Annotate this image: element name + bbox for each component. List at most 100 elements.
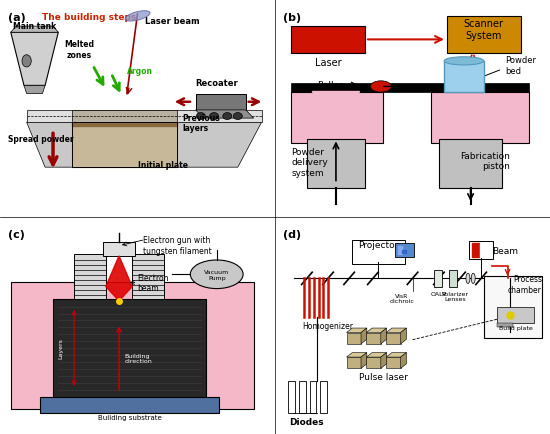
Polygon shape	[72, 123, 177, 127]
Circle shape	[196, 113, 205, 120]
Polygon shape	[11, 33, 58, 86]
Bar	[40, 397, 219, 413]
Text: Spread powder: Spread powder	[8, 135, 74, 144]
FancyBboxPatch shape	[469, 241, 493, 260]
Bar	[431, 92, 529, 143]
Polygon shape	[72, 127, 177, 130]
Polygon shape	[381, 353, 387, 368]
Polygon shape	[196, 111, 254, 119]
Polygon shape	[72, 164, 177, 168]
Bar	[444, 62, 484, 92]
FancyBboxPatch shape	[447, 17, 521, 53]
Polygon shape	[472, 243, 480, 257]
Text: Previous
layers: Previous layers	[183, 114, 220, 133]
FancyBboxPatch shape	[395, 243, 414, 257]
Ellipse shape	[22, 56, 31, 68]
Polygon shape	[398, 246, 402, 254]
Polygon shape	[386, 353, 406, 357]
Polygon shape	[480, 243, 491, 257]
Polygon shape	[386, 357, 400, 368]
Polygon shape	[72, 160, 177, 164]
Text: Homogenizer: Homogenizer	[302, 322, 354, 331]
Polygon shape	[497, 324, 513, 328]
Polygon shape	[400, 328, 406, 344]
Polygon shape	[72, 145, 177, 149]
Bar	[299, 381, 306, 413]
Text: Melted
zones: Melted zones	[64, 40, 95, 59]
Polygon shape	[366, 357, 381, 368]
Text: Scanner
System: Scanner System	[464, 19, 504, 40]
Text: OALV: OALV	[431, 291, 447, 296]
Polygon shape	[386, 333, 400, 344]
Polygon shape	[196, 94, 246, 111]
Ellipse shape	[370, 82, 392, 93]
Ellipse shape	[444, 58, 484, 66]
Text: Process
chamber: Process chamber	[508, 275, 542, 294]
Text: The building steps: The building steps	[42, 13, 137, 22]
Polygon shape	[361, 328, 367, 344]
Ellipse shape	[190, 260, 243, 289]
Bar	[307, 139, 365, 188]
Circle shape	[223, 113, 232, 120]
Bar	[291, 84, 529, 92]
Polygon shape	[346, 328, 367, 333]
Polygon shape	[312, 92, 360, 117]
Text: Projector: Projector	[358, 240, 398, 249]
Circle shape	[233, 113, 243, 120]
Polygon shape	[366, 333, 381, 344]
Text: Vacuum
Pump: Vacuum Pump	[204, 269, 229, 280]
Text: (d): (d)	[283, 230, 301, 240]
Polygon shape	[24, 86, 45, 94]
Text: Initial plate: Initial plate	[138, 161, 188, 170]
Text: Powder
bed: Powder bed	[505, 56, 536, 76]
Polygon shape	[11, 27, 58, 33]
Polygon shape	[106, 256, 132, 301]
Text: (a): (a)	[8, 13, 26, 23]
Circle shape	[210, 113, 218, 120]
Text: Electron gun with
tungsten filament: Electron gun with tungsten filament	[143, 236, 212, 255]
Bar	[103, 242, 135, 256]
Bar	[439, 139, 502, 188]
Ellipse shape	[466, 273, 470, 284]
FancyBboxPatch shape	[484, 277, 542, 338]
Text: Electron
beam: Electron beam	[138, 273, 169, 293]
Polygon shape	[402, 250, 406, 254]
Text: Build plate: Build plate	[499, 326, 532, 331]
Polygon shape	[26, 123, 262, 168]
Polygon shape	[346, 357, 361, 368]
Ellipse shape	[471, 273, 475, 284]
Bar	[291, 92, 383, 143]
Text: Laser: Laser	[315, 58, 342, 68]
Polygon shape	[400, 353, 406, 368]
Polygon shape	[497, 307, 534, 324]
Polygon shape	[72, 130, 177, 134]
Text: (c): (c)	[8, 230, 25, 240]
Polygon shape	[72, 138, 177, 141]
Ellipse shape	[125, 12, 150, 22]
Polygon shape	[72, 149, 177, 153]
Polygon shape	[366, 353, 387, 357]
FancyBboxPatch shape	[352, 240, 405, 264]
Text: Building
direction: Building direction	[124, 353, 152, 364]
Polygon shape	[72, 153, 177, 157]
Text: Recoater: Recoater	[195, 79, 238, 88]
Polygon shape	[346, 353, 367, 357]
Polygon shape	[72, 157, 177, 160]
Text: Layers: Layers	[59, 338, 64, 358]
Text: Pulse laser: Pulse laser	[359, 372, 408, 381]
Polygon shape	[386, 328, 406, 333]
FancyBboxPatch shape	[291, 27, 365, 53]
Text: Building substrate: Building substrate	[98, 414, 162, 421]
Text: Laser beam: Laser beam	[145, 17, 200, 26]
Polygon shape	[366, 328, 387, 333]
Polygon shape	[361, 353, 367, 368]
Bar	[11, 283, 254, 409]
Text: Fabrication
piston: Fabrication piston	[460, 151, 510, 171]
Text: Roller: Roller	[317, 81, 343, 90]
Polygon shape	[72, 111, 177, 123]
Bar	[74, 254, 106, 299]
Text: Main tank: Main tank	[13, 22, 57, 31]
Polygon shape	[72, 134, 177, 138]
Text: Diodes: Diodes	[290, 418, 324, 426]
Bar	[288, 381, 295, 413]
